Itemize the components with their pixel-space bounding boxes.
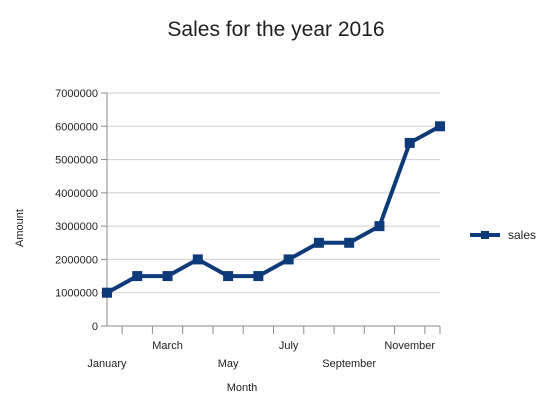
data-point-june [253,271,264,282]
legend: sales [470,228,536,242]
data-point-november [404,137,415,148]
x-tick-label: January [87,358,127,370]
legend-marker [481,231,489,239]
y-tick-label: 6000000 [55,121,98,133]
y-tick-label: 1000000 [55,288,98,300]
y-tick-label: 0 [92,321,98,333]
data-point-july [283,254,294,265]
x-tick-label: March [152,340,183,352]
x-tick-label: November [384,340,435,352]
data-point-february [132,271,143,282]
chart-title: Sales for the year 2016 [167,18,384,41]
series-sales [102,121,445,298]
series-line-sales [106,124,441,295]
data-point-august [313,237,324,248]
data-point-october [374,221,385,232]
data-point-may [223,271,234,282]
data-point-january [102,287,112,298]
x-axis-title: Month [227,382,258,394]
y-tick-label: 5000000 [55,155,98,167]
data-point-april [192,254,203,265]
data-point-december [435,121,445,132]
grid-lines [107,92,440,294]
y-axis-title: Amount [14,209,26,247]
x-tick-label: September [322,358,376,370]
data-point-september [344,237,355,248]
y-tick-label: 3000000 [55,221,98,233]
x-tick-label: May [218,358,239,370]
legend-label-sales: sales [508,228,536,242]
y-tick-label: 7000000 [55,88,98,100]
x-tick-labels: January March May July September November [87,340,435,370]
x-tick-label: July [279,340,299,352]
y-tick-label: 4000000 [55,188,98,200]
data-point-march [162,271,173,282]
axes [101,92,441,334]
y-tick-label: 2000000 [55,254,98,266]
y-tick-labels: 0 1000000 2000000 3000000 4000000 5000000 6000… [55,88,98,333]
